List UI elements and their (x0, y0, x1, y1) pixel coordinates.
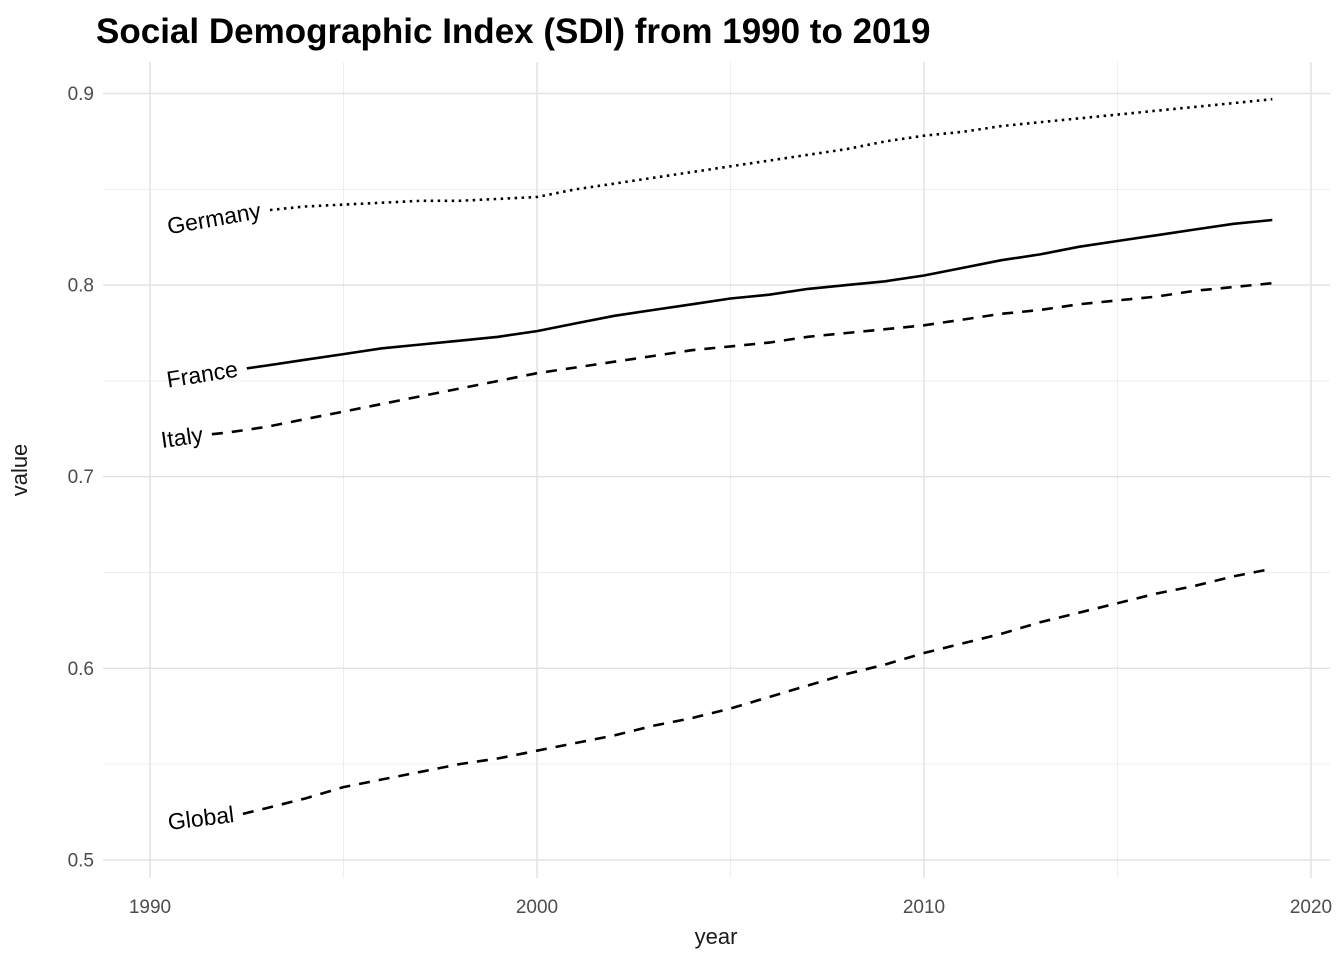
series-label-italy: Italy (159, 421, 205, 453)
series-label-germany: Germany (165, 197, 263, 239)
series-line-germany (269, 97, 1273, 212)
y-axis-tick-labels: 0.5 0.6 0.7 0.8 0.9 (68, 84, 94, 871)
series-inline-labels: Germany France Italy Global (159, 197, 263, 835)
y-tick-label: 0.9 (68, 84, 94, 105)
series-line-france (246, 218, 1273, 370)
x-tick-label: 2020 (1290, 897, 1332, 918)
series-line-global (242, 567, 1273, 816)
major-gridlines (103, 62, 1330, 878)
y-axis-title: value (7, 444, 32, 497)
series-lines (211, 97, 1273, 816)
y-tick-label: 0.5 (68, 850, 94, 871)
y-tick-label: 0.8 (68, 276, 94, 297)
series-label-global: Global (166, 801, 235, 835)
y-tick-label: 0.7 (68, 467, 94, 488)
chart-title: Social Demographic Index (SDI) from 1990… (96, 12, 930, 51)
x-axis-title: year (695, 924, 738, 949)
x-axis-tick-labels: 1990 2000 2010 2020 (129, 897, 1332, 918)
minor-gridlines (103, 62, 1330, 878)
series-label-france: France (165, 356, 240, 393)
x-tick-label: 2000 (516, 897, 558, 918)
x-tick-label: 1990 (129, 897, 171, 918)
series-line-italy (211, 281, 1273, 436)
y-tick-label: 0.6 (68, 659, 94, 680)
x-tick-label: 2010 (903, 897, 945, 918)
